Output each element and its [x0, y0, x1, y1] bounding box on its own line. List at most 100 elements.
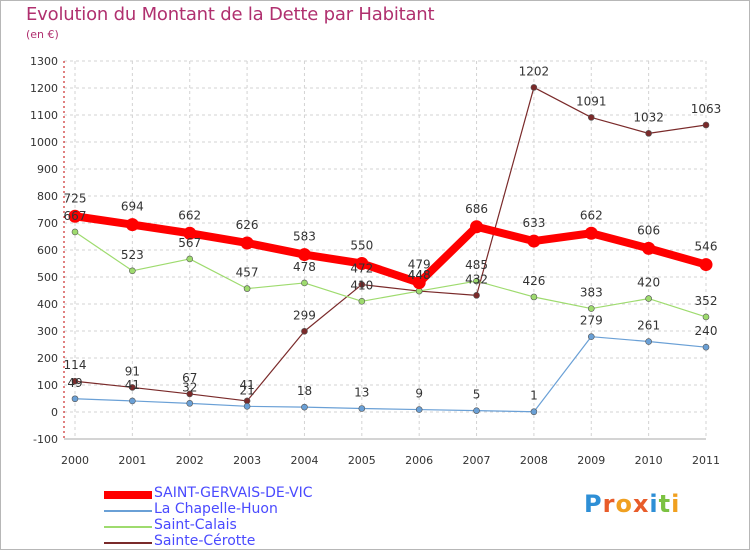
data-point — [240, 236, 254, 250]
y-tick-label: 600 — [37, 244, 58, 257]
data-point — [473, 277, 480, 285]
data-point — [702, 343, 710, 351]
data-point — [186, 400, 194, 407]
data-point — [642, 241, 656, 255]
data-label: 67 — [182, 371, 197, 385]
data-label: 633 — [522, 216, 545, 230]
data-point — [358, 405, 366, 412]
data-label: 479 — [408, 258, 431, 272]
data-label: 662 — [580, 208, 603, 222]
y-tick-label: 1300 — [30, 55, 58, 68]
data-label: 448 — [408, 268, 431, 282]
data-point — [129, 397, 136, 405]
legend-label: Saint-Calais — [154, 517, 237, 533]
data-point — [186, 390, 194, 398]
data-label: 426 — [522, 274, 545, 288]
data-point — [587, 114, 595, 121]
data-label: 523 — [121, 248, 144, 262]
data-point — [71, 395, 79, 403]
data-point — [243, 285, 251, 292]
data-label: 240 — [695, 324, 718, 338]
y-tick-label: 900 — [37, 163, 58, 176]
data-point — [584, 226, 598, 240]
data-point — [358, 281, 366, 288]
data-point — [530, 293, 538, 301]
data-label: 432 — [465, 272, 488, 286]
x-tick-label: 2000 — [61, 454, 89, 467]
data-point — [68, 209, 82, 223]
data-label: 478 — [293, 260, 316, 274]
data-point — [301, 403, 308, 411]
data-label: 1202 — [519, 64, 550, 78]
data-label: 472 — [350, 262, 373, 276]
chart-title: Evolution du Montant de la Dette par Hab… — [26, 4, 435, 25]
data-label: 550 — [350, 239, 373, 253]
data-label: 21 — [239, 383, 254, 397]
data-point — [473, 407, 480, 414]
data-label: 686 — [465, 202, 488, 216]
data-label: 448 — [408, 268, 431, 282]
data-label: 457 — [236, 266, 259, 280]
y-tick-label: -100 — [33, 433, 58, 446]
y-tick-label: 300 — [37, 325, 58, 338]
data-point — [355, 257, 369, 270]
data-label: 606 — [637, 223, 660, 237]
data-label: 626 — [236, 218, 259, 232]
data-label: 352 — [695, 294, 718, 308]
data-point — [527, 234, 541, 248]
data-label: 18 — [297, 384, 312, 398]
y-tick-label: 400 — [37, 298, 58, 311]
data-point — [587, 333, 595, 340]
y-tick-label: 1000 — [30, 136, 58, 149]
series-line — [74, 231, 707, 318]
data-point — [183, 226, 197, 240]
data-point — [297, 248, 311, 262]
y-tick-label: 1100 — [30, 109, 58, 122]
legend-swatch — [104, 526, 152, 528]
data-label: 1063 — [691, 102, 722, 116]
data-label: 9 — [415, 387, 423, 401]
unit-label: (en €) — [26, 28, 59, 41]
data-point — [473, 292, 480, 299]
y-tick-label: 200 — [37, 352, 58, 365]
y-tick-label: 1200 — [30, 82, 58, 95]
data-label: 114 — [64, 358, 87, 372]
legend-swatch — [104, 510, 152, 512]
series-line — [74, 212, 708, 287]
data-label: 299 — [293, 308, 316, 322]
data-label: 583 — [293, 230, 316, 244]
data-point — [71, 228, 79, 236]
data-label: 41 — [125, 378, 140, 392]
x-tick-label: 2008 — [520, 454, 548, 467]
legend-swatch — [104, 542, 152, 544]
data-label: 261 — [637, 319, 660, 333]
data-label: 32 — [182, 380, 197, 394]
legend-label: Sainte-Cérotte — [154, 533, 256, 549]
x-tick-label: 2004 — [290, 454, 318, 467]
data-point — [301, 327, 308, 335]
data-point — [129, 384, 136, 391]
data-point — [702, 313, 710, 321]
data-label: 1091 — [576, 94, 607, 108]
x-tick-label: 2002 — [176, 454, 204, 467]
data-point — [645, 338, 652, 345]
y-tick-label: 100 — [37, 379, 58, 392]
x-tick-label: 2010 — [635, 454, 663, 467]
x-tick-label: 2006 — [405, 454, 433, 467]
data-label: 662 — [178, 208, 201, 222]
data-label: 383 — [580, 286, 603, 300]
data-point — [702, 121, 710, 129]
data-label: 410 — [350, 278, 373, 292]
legend-swatch — [104, 491, 152, 499]
series-line — [74, 86, 707, 402]
data-point — [301, 279, 308, 287]
y-tick-label: 700 — [37, 217, 58, 230]
y-tick-label: 800 — [37, 190, 58, 203]
y-tick-label: 500 — [37, 271, 58, 284]
data-point — [358, 297, 366, 305]
data-point — [587, 305, 595, 312]
data-label: 420 — [637, 276, 660, 290]
data-label: 1 — [530, 389, 538, 403]
data-point — [243, 403, 251, 410]
